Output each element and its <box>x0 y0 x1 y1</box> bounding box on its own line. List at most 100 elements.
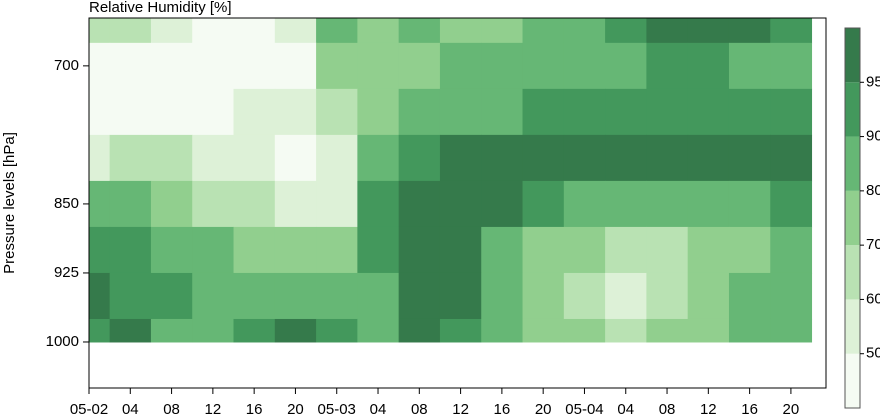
heatmap-cell <box>522 88 565 136</box>
chart-title: Relative Humidity [%] <box>89 0 232 16</box>
heatmap-cell <box>109 42 152 90</box>
y-axis-label: Pressure levels [hPa] <box>1 132 18 274</box>
heatmap-cell <box>481 88 524 136</box>
colorbar-tick-label: 70 <box>866 236 880 253</box>
colorbar-tick-label: 80 <box>866 182 880 199</box>
heatmap-cell <box>605 42 647 90</box>
heatmap-cell <box>770 318 813 343</box>
colorbar-frame <box>844 27 861 409</box>
x-tick-label: 16 <box>494 401 511 418</box>
heatmap-cell <box>646 318 689 343</box>
colorbar-segment <box>845 190 860 246</box>
heatmap-cell <box>109 18 152 44</box>
heatmap-cell <box>192 272 235 320</box>
heatmap-cell <box>192 18 235 44</box>
heatmap-cell <box>357 318 400 343</box>
x-tick-label: 20 <box>783 401 800 418</box>
heatmap-cell <box>563 88 606 136</box>
heatmap-cell <box>605 318 647 343</box>
x-tick-label: 12 <box>452 401 469 418</box>
heatmap-cell <box>646 18 689 44</box>
heatmap-cell <box>770 134 813 182</box>
heatmap-cell <box>89 134 111 182</box>
heatmap-cell <box>357 226 400 274</box>
heatmap-cell <box>563 134 606 182</box>
heatmap-cell <box>728 88 771 136</box>
heatmap-cell <box>398 18 441 44</box>
heatmap-cell <box>728 180 771 228</box>
x-tick-label: 05-02 <box>70 401 108 418</box>
heatmap-cell <box>728 272 771 320</box>
heatmap-cell <box>233 18 276 44</box>
heatmap-cell <box>89 42 111 90</box>
heatmap-cell <box>274 42 317 90</box>
heatmap-cell <box>274 226 317 274</box>
heatmap-cell <box>563 272 606 320</box>
heatmap-cell <box>233 134 276 182</box>
heatmap-cell <box>150 180 193 228</box>
heatmap-cell <box>522 272 565 320</box>
heatmap-cell <box>563 318 606 343</box>
x-tick-label: 16 <box>246 401 263 418</box>
heatmap-cell <box>728 42 771 90</box>
heatmap-cell <box>687 226 730 274</box>
heatmap-cell <box>274 134 317 182</box>
heatmap-cell <box>357 18 400 44</box>
heatmap-cell <box>439 88 482 136</box>
heatmap-cell <box>316 134 358 182</box>
heatmap-cell <box>109 134 152 182</box>
heatmap-cell <box>439 42 482 90</box>
heatmap-cell <box>646 180 689 228</box>
heatmap-cell <box>481 42 524 90</box>
heatmap-cell <box>357 134 400 182</box>
heatmap-cell <box>316 42 358 90</box>
heatmap-cell <box>316 18 358 44</box>
heatmap-cell <box>728 134 771 182</box>
heatmap-cell <box>274 180 317 228</box>
y-tick-label: 1000 <box>46 333 79 350</box>
heatmap-cell <box>150 272 193 320</box>
heatmap-cell <box>481 18 524 44</box>
heatmap-cell <box>605 272 647 320</box>
heatmap-cell <box>605 134 647 182</box>
heatmap-cell <box>770 18 813 44</box>
heatmap-cell <box>89 272 111 320</box>
heatmap-cell <box>316 88 358 136</box>
heatmap-cell <box>770 272 813 320</box>
heatmap-cell <box>605 226 647 274</box>
heatmap-cell <box>481 134 524 182</box>
heatmap-cell <box>481 318 524 343</box>
heatmap-cell <box>687 88 730 136</box>
x-tick-label: 12 <box>205 401 222 418</box>
colorbar-segment <box>845 136 860 191</box>
heatmap-cell <box>398 226 441 274</box>
heatmap-cell <box>687 272 730 320</box>
heatmap-cell <box>605 18 647 44</box>
heatmap-cell <box>522 134 565 182</box>
heatmap-cell <box>274 272 317 320</box>
x-tick-label: 12 <box>700 401 717 418</box>
heatmap-cell <box>398 88 441 136</box>
colorbar-segment <box>845 245 860 300</box>
heatmap-area <box>89 18 813 343</box>
heatmap-cell <box>357 272 400 320</box>
heatmap-cell <box>522 318 565 343</box>
heatmap-cell <box>646 226 689 274</box>
heatmap-cell <box>357 88 400 136</box>
heatmap-cell <box>605 88 647 136</box>
y-tick-label: 700 <box>54 57 79 74</box>
heatmap-cell <box>274 18 317 44</box>
x-tick-label: 08 <box>659 401 676 418</box>
heatmap-cell <box>89 18 111 44</box>
heatmap-cell <box>316 226 358 274</box>
heatmap-cell <box>109 318 152 343</box>
colorbar-tick-label: 90 <box>866 128 880 145</box>
heatmap-cell <box>233 88 276 136</box>
heatmap-cell <box>274 318 317 343</box>
heatmap-cell <box>728 318 771 343</box>
heatmap-cell <box>89 318 111 343</box>
x-tick-label: 16 <box>741 401 758 418</box>
heatmap-cell <box>481 272 524 320</box>
heatmap-cell <box>398 318 441 343</box>
